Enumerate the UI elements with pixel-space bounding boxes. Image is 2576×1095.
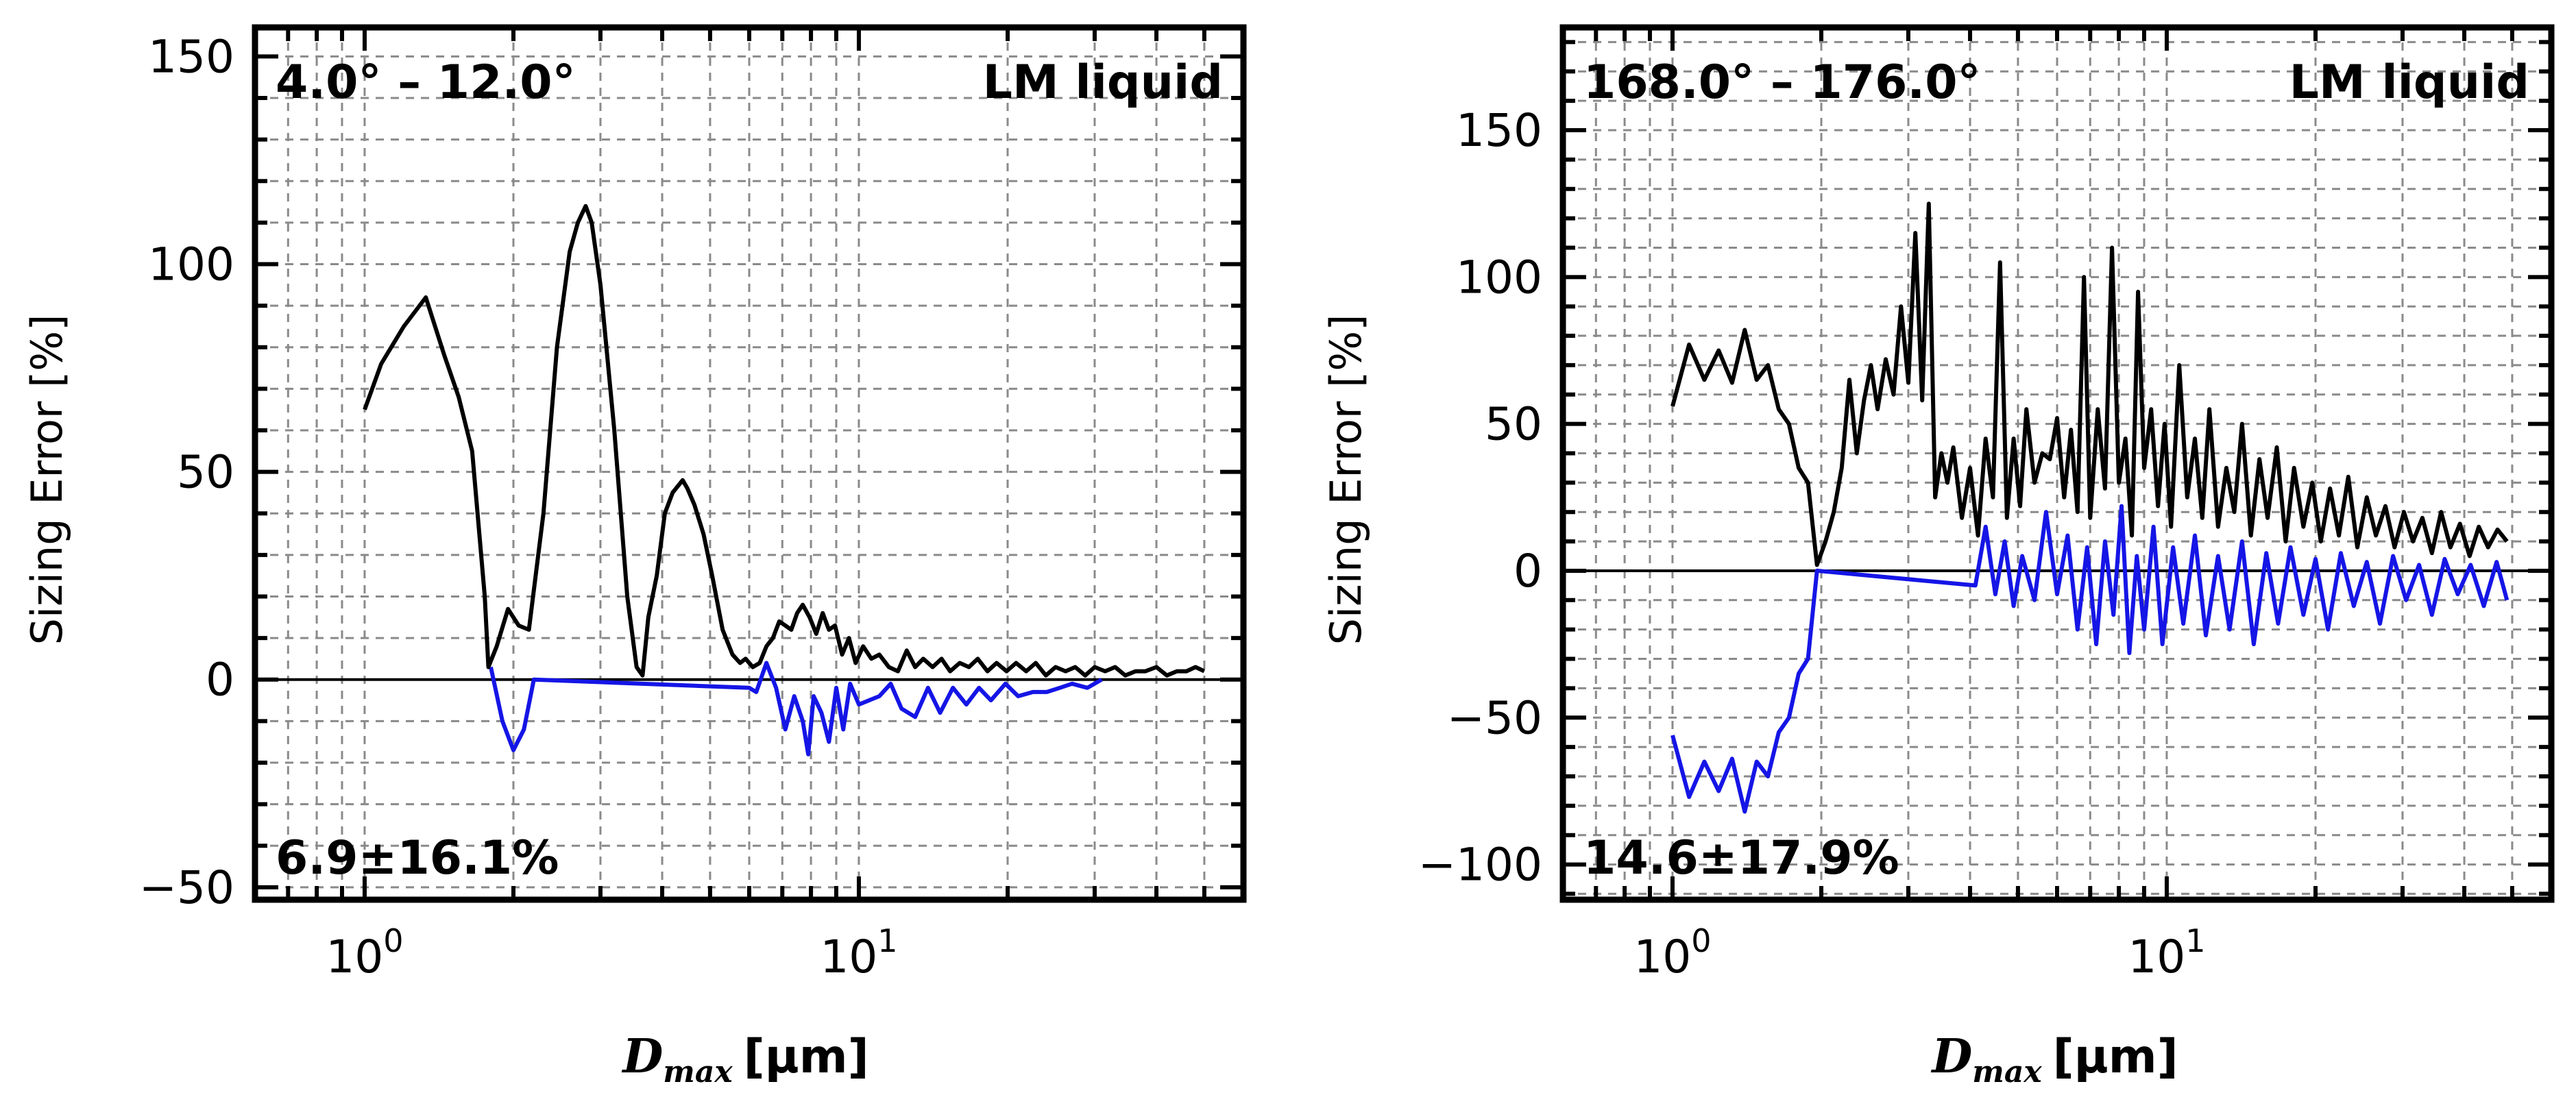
stat-right: 14.6±17.9% [1583,831,1899,885]
x-axis-label-left: Dmax [μm] [621,1029,868,1090]
x-tick-label-base: 10 [326,931,383,983]
x-tick-labels-right: 100 101 [1633,922,2205,983]
y-tick-label: 100 [148,238,234,291]
x-tick-label: 100 [326,922,403,983]
y-tick-label: 0 [206,654,234,706]
y-axis-label-left: Sizing Error [%] [22,315,72,645]
y-tick-label: 0 [1514,545,1542,598]
y-tick-labels-left: −50 0 50 100 150 [139,30,234,913]
x-tick-label-base: 10 [2128,931,2185,983]
plot-frame-right [1559,24,2555,903]
series-line-absolute-error [363,204,1206,678]
grid-left [255,27,1243,900]
x-tick-label: 100 [1633,922,1711,983]
x-tick-label: 101 [2128,922,2205,983]
x-axis-symbol-right: D [1930,1029,1972,1084]
series-right [1670,201,2510,814]
x-axis-label-right: Dmax [μm] [1930,1029,2178,1090]
y-tick-label: 50 [177,446,234,499]
x-axis-subscript-right: max [1972,1055,2042,1090]
x-axis-subscript-left: max [663,1055,733,1090]
stat-left: 6.9±16.1% [276,831,559,885]
label-right: LM liquid [2289,56,2529,110]
series-line-signed-error [1670,504,2510,814]
series-left [363,204,1206,756]
y-tick-label: −50 [139,861,234,914]
x-axis-unit-right: [μm] [2053,1030,2178,1084]
angle-range-left: 4.0° – 12.0° [276,56,576,110]
y-tick-label: 150 [148,30,234,83]
y-tick-label: 50 [1485,398,1542,451]
x-tick-label-base: 10 [820,931,877,983]
x-tick-label-exponent: 0 [1691,922,1711,959]
plot-frame-left [252,24,1247,903]
y-tick-label: 150 [1456,104,1542,157]
x-axis-symbol-left: D [621,1029,663,1084]
x-tick-label-base: 10 [1633,931,1691,983]
y-tick-labels-right: −100 −50 0 50 100 150 [1418,104,1542,891]
angle-range-right: 168.0° – 176.0° [1583,56,1981,110]
y-tick-label: −100 [1418,839,1542,891]
series-line-absolute-error [1670,201,2509,567]
x-tick-label: 101 [820,922,897,983]
x-tick-labels-left: 100 101 [326,922,897,983]
series-line-signed-error [489,661,1103,756]
y-tick-label: −50 [1447,691,1542,744]
x-tick-label-exponent: 1 [2185,922,2205,959]
grid-right [1563,27,2551,900]
y-axis-label-right: Sizing Error [%] [1321,315,1371,645]
y-tick-label: 100 [1456,251,1542,304]
label-left: LM liquid [983,56,1223,110]
x-axis-unit-left: [μm] [744,1030,869,1084]
x-tick-label-exponent: 0 [383,922,403,959]
x-tick-label-exponent: 1 [877,922,897,959]
